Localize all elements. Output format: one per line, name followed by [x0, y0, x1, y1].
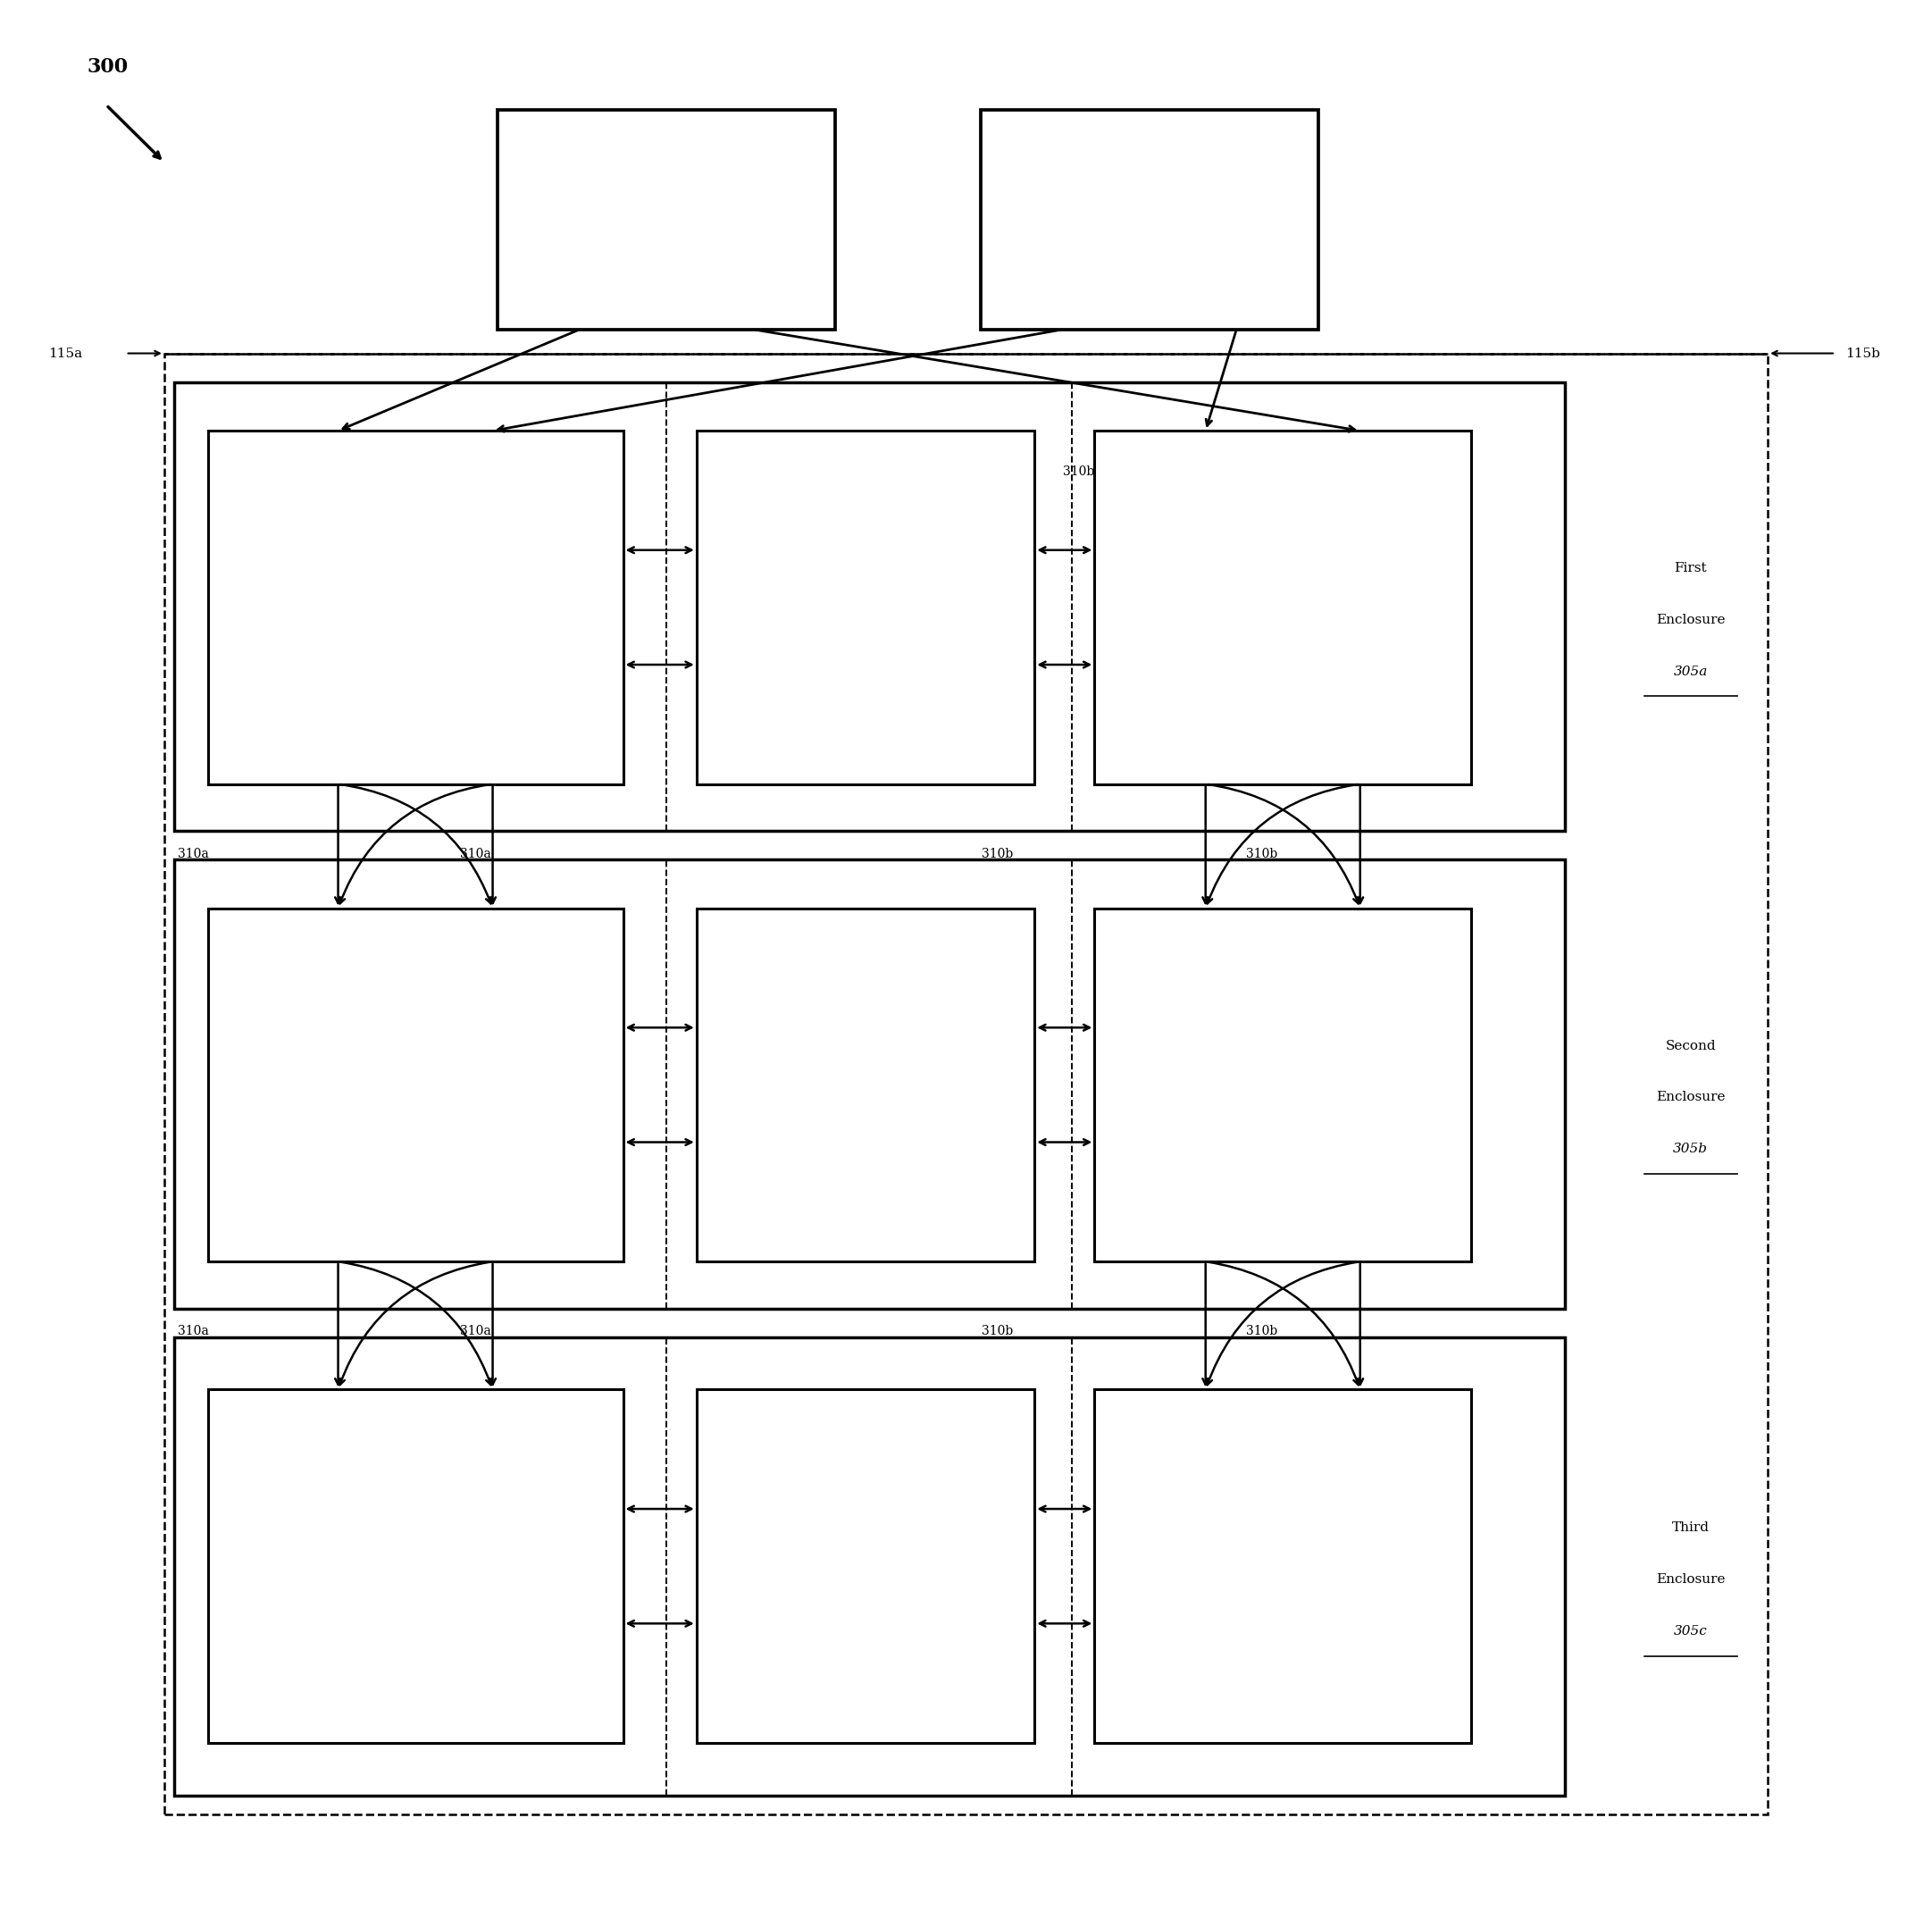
Bar: [1094, 1390, 1472, 1742]
Text: First Storage: First Storage: [361, 558, 469, 573]
Text: 210c: 210c: [1264, 1639, 1302, 1654]
Text: 210a: 210a: [1264, 680, 1302, 695]
Text: Module 1: Module 1: [377, 605, 454, 621]
Bar: [696, 432, 1036, 783]
Bar: [980, 111, 1318, 329]
Text: Module 1: Module 1: [827, 1083, 904, 1098]
Bar: [209, 1390, 622, 1742]
Text: Interface: Interface: [829, 1517, 902, 1532]
Bar: [164, 353, 1768, 1814]
Text: First Storage: First Storage: [361, 1035, 469, 1050]
Text: First: First: [1675, 562, 1706, 575]
Text: 310b: 310b: [951, 491, 981, 502]
Text: 305b: 305b: [1673, 1142, 1708, 1156]
Text: 210b: 210b: [1262, 1157, 1304, 1173]
Text: Storage Module: Storage Module: [1217, 584, 1349, 600]
Bar: [1094, 909, 1472, 1261]
Text: 310a: 310a: [178, 848, 209, 860]
Bar: [209, 432, 622, 783]
Text: 305c: 305c: [1673, 1625, 1708, 1637]
Bar: [174, 860, 1565, 1308]
Text: 310a: 310a: [440, 466, 471, 478]
Text: Enclosure: Enclosure: [1656, 613, 1725, 626]
Text: 215b: 215b: [844, 1131, 887, 1146]
Text: 115b: 115b: [1845, 348, 1880, 359]
Text: Storage Module: Storage Module: [1217, 1062, 1349, 1077]
Bar: [696, 1390, 1036, 1742]
Text: 310b: 310b: [981, 1326, 1012, 1337]
Text: Interface: Interface: [829, 558, 902, 573]
Text: 300: 300: [87, 57, 128, 76]
Text: 115a: 115a: [48, 348, 83, 359]
Text: Interface: Interface: [829, 1035, 902, 1050]
Bar: [174, 382, 1565, 831]
Text: First RAID: First RAID: [624, 178, 709, 193]
Text: Enclosure: Enclosure: [1656, 1091, 1725, 1104]
Text: 310a: 310a: [460, 1326, 491, 1337]
Text: 105b: 105b: [1128, 269, 1171, 285]
Text: 3: 3: [1277, 1591, 1289, 1606]
Text: 205a: 205a: [396, 653, 435, 668]
Text: Module 3: Module 3: [377, 1564, 454, 1580]
Text: Second: Second: [1252, 1496, 1314, 1511]
Text: Module 2: Module 2: [827, 1564, 904, 1580]
Text: 215a: 215a: [846, 653, 885, 668]
Bar: [209, 909, 622, 1261]
Text: 310b: 310b: [981, 848, 1012, 860]
Text: 215c: 215c: [846, 1612, 885, 1627]
Text: Second: Second: [1252, 1014, 1314, 1029]
Text: 310a: 310a: [460, 848, 491, 860]
Text: 305a: 305a: [1673, 665, 1708, 678]
Text: 310b: 310b: [1246, 1326, 1277, 1337]
Text: First Storage: First Storage: [361, 1517, 469, 1532]
Bar: [1094, 432, 1472, 783]
Text: Second RAID: Second RAID: [1095, 178, 1204, 193]
Bar: [497, 111, 835, 329]
Text: 310a: 310a: [551, 491, 582, 502]
Bar: [174, 1337, 1565, 1795]
Text: Controller: Controller: [624, 229, 709, 244]
Text: Module 0: Module 0: [827, 605, 904, 621]
Text: 310b: 310b: [1063, 466, 1094, 478]
Text: Second: Second: [1665, 1039, 1716, 1052]
Text: 205c: 205c: [396, 1612, 435, 1627]
Text: 1: 1: [1277, 632, 1289, 647]
Text: 2: 2: [1277, 1110, 1289, 1125]
Text: Controller: Controller: [1107, 229, 1192, 244]
Text: Second: Second: [1252, 537, 1314, 552]
Text: 205b: 205b: [394, 1131, 437, 1146]
Text: 310a: 310a: [178, 1326, 209, 1337]
Text: Storage Module: Storage Module: [1217, 1543, 1349, 1559]
Text: Third: Third: [1671, 1522, 1710, 1534]
Text: 105a: 105a: [647, 269, 686, 285]
Bar: [696, 909, 1036, 1261]
Text: Module 2: Module 2: [377, 1083, 454, 1098]
Text: 310b: 310b: [1246, 848, 1277, 860]
Text: Enclosure: Enclosure: [1656, 1574, 1725, 1585]
